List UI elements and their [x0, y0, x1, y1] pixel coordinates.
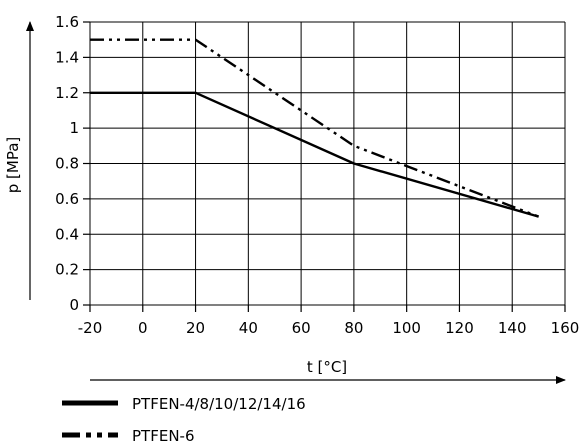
- legend: PTFEN-4/8/10/12/14/16 PTFEN-6: [62, 395, 306, 445]
- grid: [89, 21, 566, 306]
- axes: [83, 21, 566, 312]
- y-tick-label: 1.4: [55, 48, 79, 66]
- y-tick-label: 0.8: [55, 155, 79, 173]
- x-tick-label: 60: [292, 319, 311, 337]
- x-tick-labels: -20 0 20 40 60 80 100 120 140 160: [78, 319, 580, 337]
- y-tick-label: 0.4: [55, 225, 79, 243]
- y-tick-label: 1.2: [55, 84, 79, 102]
- x-axis-title: t [°C]: [307, 358, 347, 376]
- series-line-2: [90, 38, 540, 218]
- y-tick-labels: 0 0.2 0.4 0.6 0.8 1 1.2 1.4 1.6: [55, 13, 79, 314]
- x-tick-label: 100: [392, 319, 421, 337]
- x-tick-label: 20: [186, 319, 205, 337]
- x-tick-label: 80: [344, 319, 363, 337]
- y-tick-label: 0: [69, 296, 79, 314]
- legend-label-series-2: PTFEN-6: [132, 427, 195, 445]
- x-tick-label: 140: [498, 319, 527, 337]
- x-tick-label: 120: [445, 319, 474, 337]
- y-tick-label: 0.6: [55, 190, 79, 208]
- series-lines: [90, 38, 540, 218]
- series-line-1: [90, 91, 539, 218]
- y-tick-label: 1: [69, 119, 79, 137]
- y-tick-label: 1.6: [55, 13, 79, 31]
- x-tick-label: 0: [138, 319, 148, 337]
- y-axis-title: p [MPa]: [4, 137, 22, 194]
- legend-label-series-1: PTFEN-4/8/10/12/14/16: [132, 395, 306, 413]
- x-tick-label: -20: [78, 319, 103, 337]
- x-tick-label: 160: [551, 319, 580, 337]
- x-tick-label: 40: [239, 319, 258, 337]
- y-tick-label: 0.2: [55, 261, 79, 279]
